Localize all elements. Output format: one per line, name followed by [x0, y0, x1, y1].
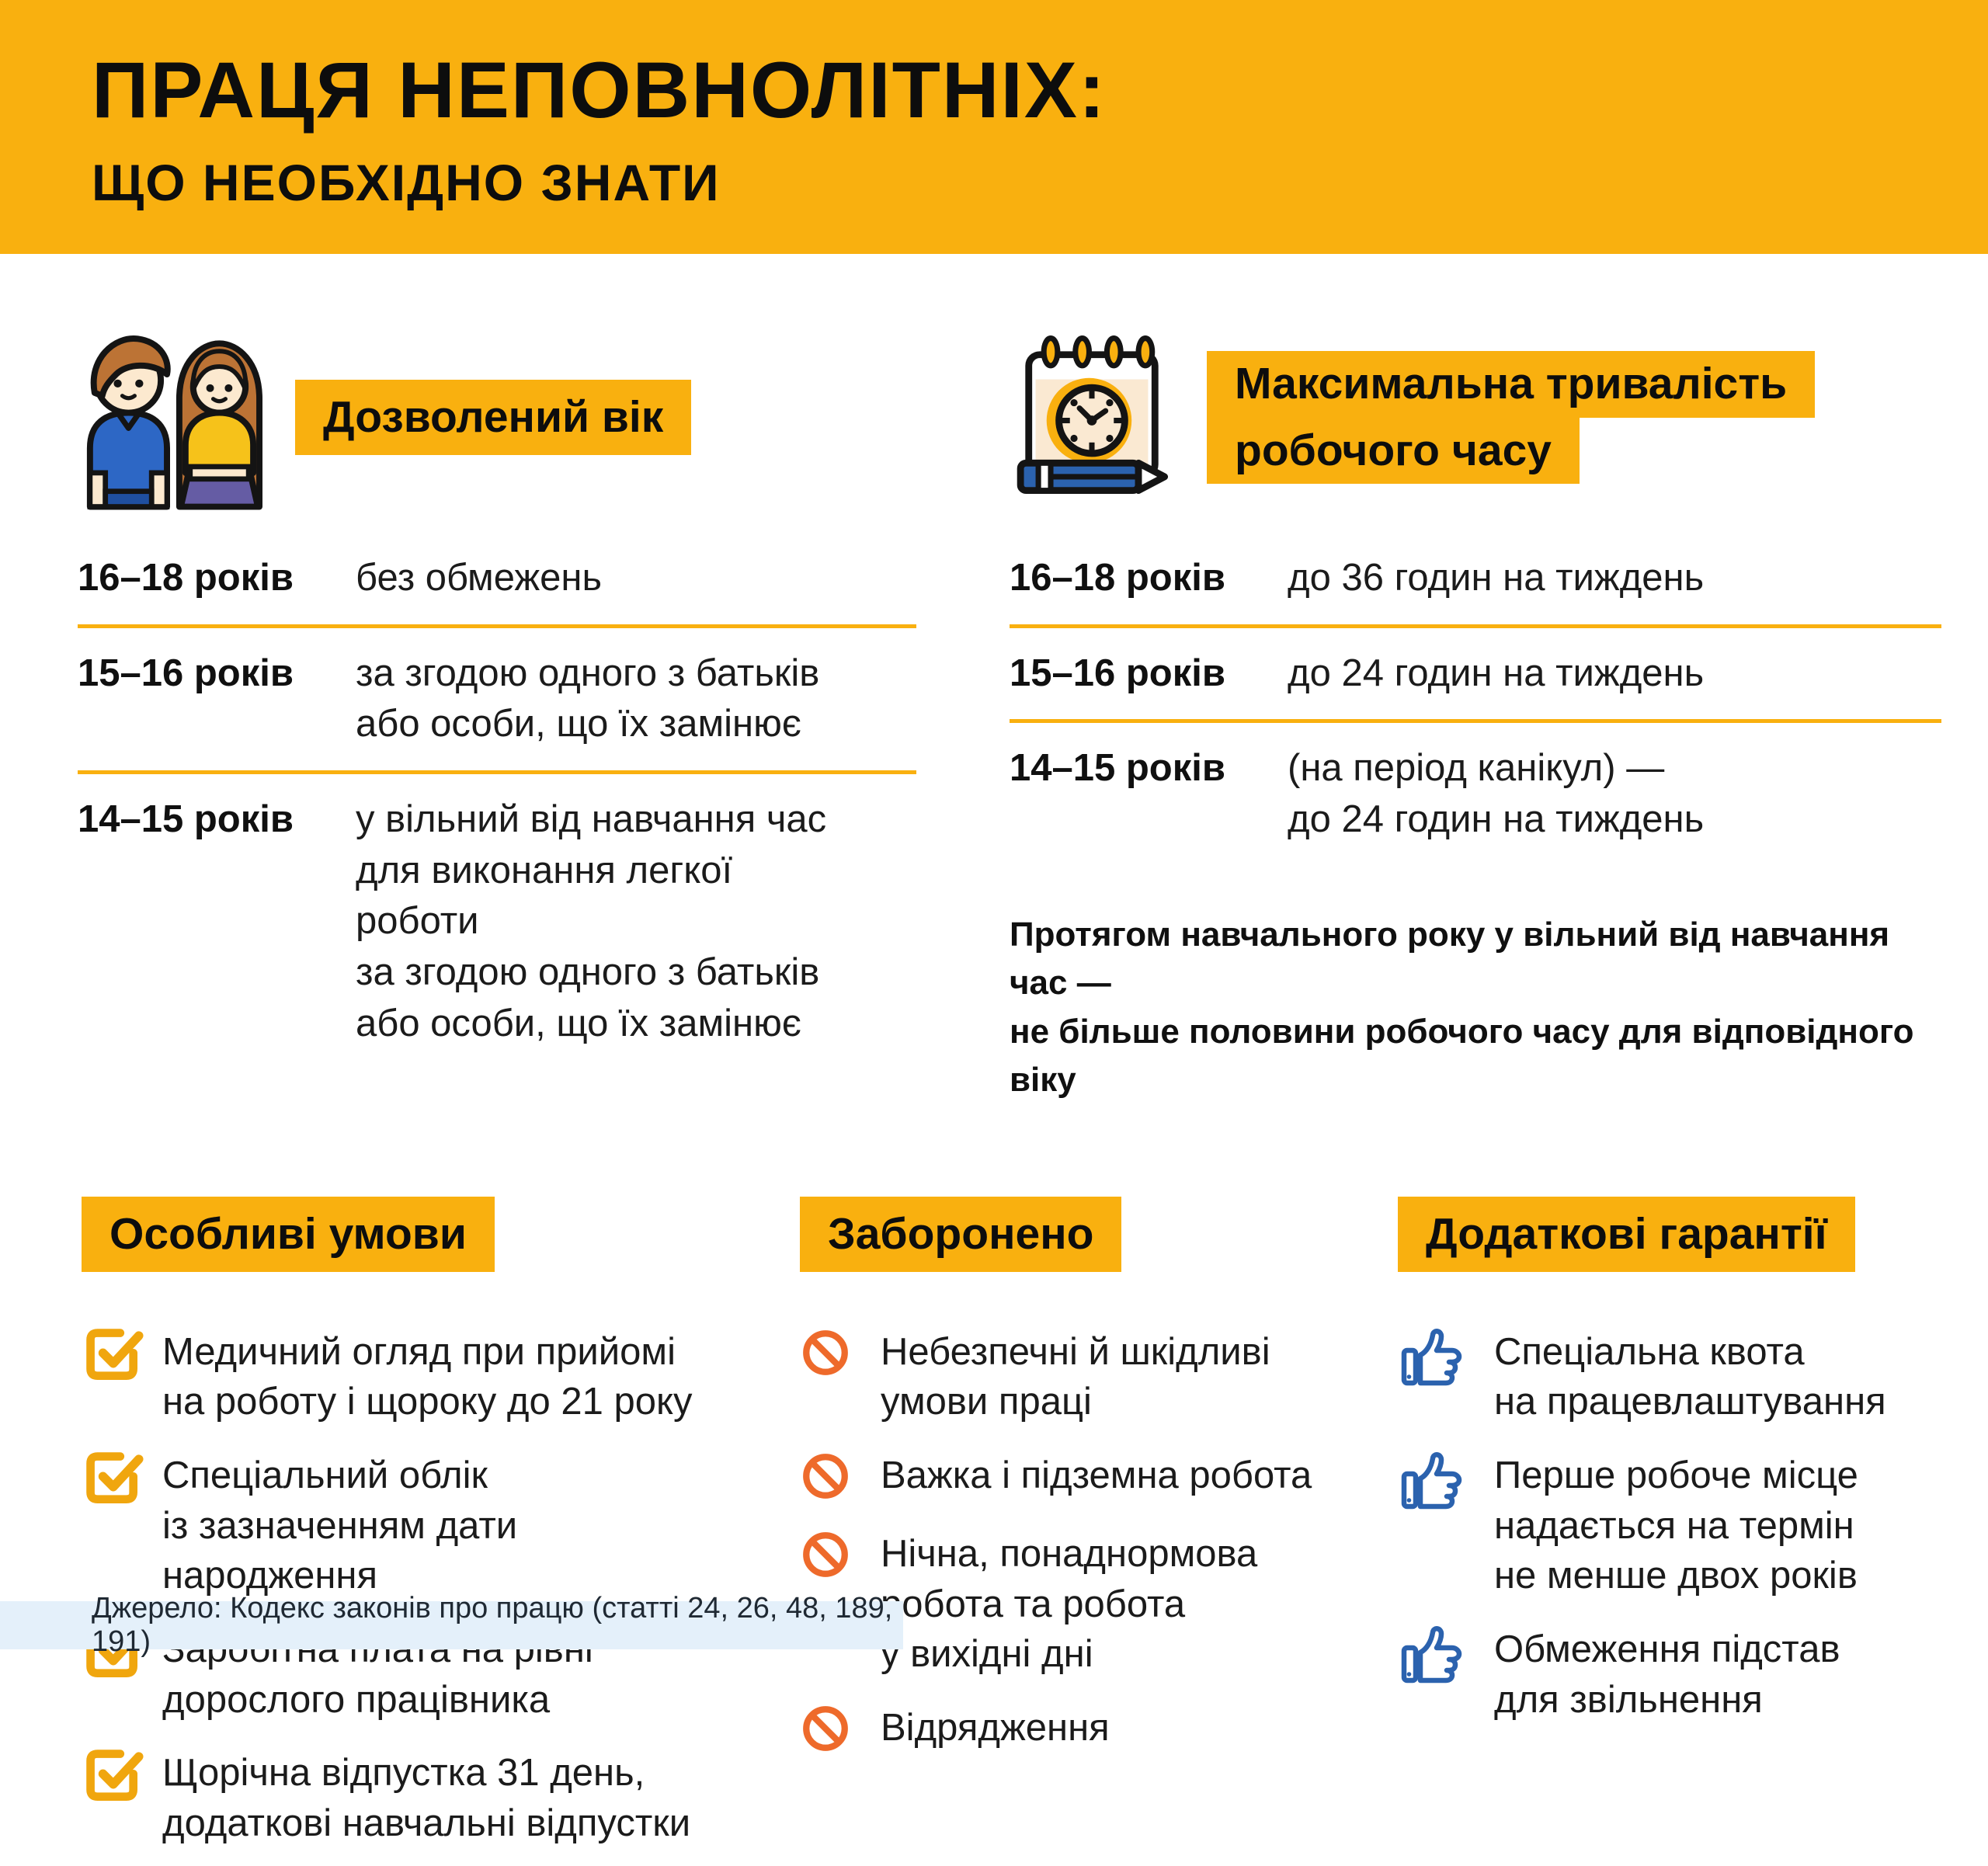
table-row: 14–15 років у вільний від навчання час д… — [78, 770, 916, 1069]
bottom-section: Особливі умови Медичний огляд при прийом… — [0, 1105, 1988, 1866]
table-row: 15–16 років за згодою одного з батьків а… — [78, 624, 916, 770]
prohibition-icon — [800, 1697, 881, 1758]
checkbox-checked-icon — [82, 1742, 162, 1811]
top-section: Дозволений вік 16–18 років без обмежень … — [0, 254, 1988, 1105]
age-rule: за згодою одного з батьків або особи, що… — [356, 652, 820, 745]
max-hours-table: 16–18 років до 36 годин на тиждень 15–16… — [1010, 533, 1941, 866]
list-item: Небезпечні й шкідливі умови праці — [800, 1321, 1398, 1427]
list-item-text: Нічна, понаднормова робота та робота у в… — [881, 1532, 1258, 1676]
list-item-text: Перше робоче місце надається на термін н… — [1494, 1454, 1858, 1597]
max-hours-header: Максимальна тривалість робочого часу — [1010, 322, 1941, 513]
title-banner: ПРАЦЯ НЕПОВНОЛІТНІХ: ЩО НЕОБХІДНО ЗНАТИ — [0, 0, 1988, 254]
checkbox-checked-icon — [82, 1444, 162, 1513]
age-range: 16–18 років — [78, 557, 294, 599]
table-row: 14–15 років (на період канікул) — до 24 … — [1010, 719, 1941, 865]
list-item: Медичний огляд при прийомі на роботу і щ… — [82, 1321, 800, 1427]
allowed-age-table: 16–18 років без обмежень 15–16 років за … — [78, 533, 916, 1069]
prohibition-icon — [800, 1444, 881, 1506]
prohibition-icon — [800, 1523, 881, 1584]
list-item-text: Спеціальна квота на працевлаштування — [1494, 1330, 1886, 1423]
checkbox-checked-icon — [82, 1321, 162, 1390]
list-item-text: Небезпечні й шкідливі умови праці — [881, 1330, 1270, 1423]
max-hours-label: Максимальна тривалість робочого часу — [1207, 350, 1816, 485]
special-conditions-column: Особливі умови Медичний огляд при прийом… — [82, 1196, 800, 1866]
list-item: Щорічна відпустка 31 день, додаткові нав… — [82, 1742, 800, 1848]
age-range: 16–18 років — [1010, 557, 1225, 599]
list-item-text: Важка і підземна робота — [881, 1454, 1312, 1496]
age-range: 14–15 років — [78, 797, 294, 840]
special-conditions-label: Особливі умови — [82, 1196, 495, 1273]
school-year-note: Протягом навчального року у вільний від … — [1010, 915, 1914, 1100]
prohibition-icon — [800, 1321, 881, 1382]
list-item-text: Відрядження — [881, 1706, 1110, 1749]
allowed-age-header: Дозволений вік — [78, 322, 916, 513]
thumbs-up-icon — [1398, 1618, 1494, 1694]
list-item: Важка і підземна робота — [800, 1444, 1398, 1506]
thumbs-up-icon — [1398, 1321, 1494, 1396]
boy-and-girl-icon — [86, 335, 262, 510]
age-rule: у вільний від навчання час для виконання… — [356, 797, 827, 1044]
list-item-text: Обмеження підстав для звільнення — [1494, 1628, 1840, 1721]
allowed-age-label: Дозволений вік — [295, 379, 692, 456]
source-text: Джерело: Кодекс законів про працю (статт… — [92, 1592, 893, 1658]
guarantees-column: Додаткові гарантії Спеціальна квота на п… — [1398, 1196, 1941, 1866]
source-bar: Джерело: Кодекс законів про працю (статт… — [0, 1592, 903, 1658]
guarantees-label: Додаткові гарантії — [1398, 1196, 1855, 1273]
list-item-text: Спеціальний облік із зазначенням дати на… — [162, 1454, 518, 1597]
prohibited-label: Заборонено — [800, 1196, 1122, 1273]
page-subtitle: ЩО НЕОБХІДНО ЗНАТИ — [92, 154, 721, 211]
list-item-text: Щорічна відпустка 31 день, додаткові нав… — [162, 1752, 691, 1844]
table-row: 15–16 років до 24 годин на тиждень — [1010, 624, 1941, 720]
page-title: ПРАЦЯ НЕПОВНОЛІТНІХ: — [92, 46, 1107, 134]
table-row: 16–18 років без обмежень — [78, 533, 916, 624]
list-item-text: Медичний огляд при прийомі на роботу і щ… — [162, 1330, 693, 1423]
age-range: 15–16 років — [1010, 652, 1225, 694]
max-hours-label-line1: Максимальна тривалість — [1207, 350, 1816, 418]
hours-rule: до 24 годин на тиждень — [1288, 652, 1705, 694]
list-item: Відрядження — [800, 1697, 1398, 1758]
prohibited-column: Заборонено Небезпечні й шкідливі умови п… — [800, 1196, 1398, 1866]
age-range: 15–16 років — [78, 652, 294, 694]
list-item: Перше робоче місце надається на термін н… — [1398, 1444, 1941, 1601]
allowed-age-section: Дозволений вік 16–18 років без обмежень … — [78, 322, 916, 1105]
table-row: 16–18 років до 36 годин на тиждень — [1010, 533, 1941, 624]
age-range: 14–15 років — [1010, 747, 1225, 790]
list-item: Нічна, понаднормова робота та робота у в… — [800, 1523, 1398, 1680]
list-item: Спеціальний облік із зазначенням дати на… — [82, 1444, 800, 1601]
thumbs-up-icon — [1398, 1444, 1494, 1520]
hours-rule: до 36 годин на тиждень — [1288, 557, 1705, 599]
calendar-clock-pencil-icon — [1017, 335, 1169, 494]
max-hours-section: Максимальна тривалість робочого часу 16–… — [1010, 322, 1941, 1105]
list-item: Спеціальна квота на працевлаштування — [1398, 1321, 1941, 1427]
list-item: Обмеження підстав для звільнення — [1398, 1618, 1941, 1725]
hours-rule: (на період канікул) — до 24 годин на тиж… — [1288, 747, 1705, 840]
max-hours-label-line2: робочого часу — [1207, 417, 1580, 485]
age-rule: без обмежень — [356, 557, 603, 599]
